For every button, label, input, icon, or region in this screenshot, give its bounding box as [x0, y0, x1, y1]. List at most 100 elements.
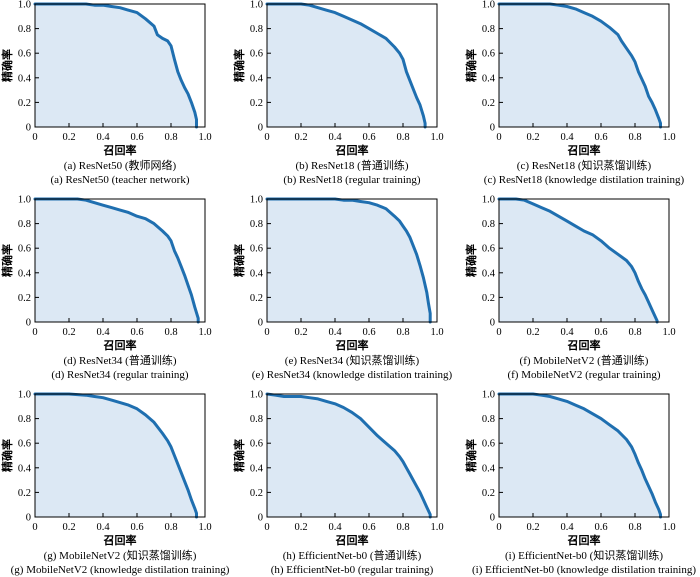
x-tick-label: 1.0 — [198, 132, 211, 143]
y-tick-label: 0 — [26, 318, 31, 329]
y-tick-label: 1.0 — [482, 0, 495, 11]
y-tick-label: 0 — [258, 513, 263, 524]
x-tick-label: 0.2 — [294, 132, 307, 143]
y-axis-label: 精确率 — [232, 49, 246, 82]
caption-english: (e) ResNet34 (knowledge distilation trai… — [252, 369, 453, 381]
caption-english: (g) MobileNetV2 (knowledge distilation t… — [11, 564, 230, 576]
x-axis-label: 召回率 — [336, 143, 369, 157]
y-tick-label: 0.4 — [482, 268, 496, 279]
y-tick-label: 0.4 — [250, 268, 264, 279]
y-tick-label: 0.8 — [250, 24, 263, 35]
subplot-d: 0 0.2 0.4 0.6 0.8 1.0 0 0.2 0.4 0.6 0.8 1.0 召回率 精确率 (d… — [0, 195, 212, 382]
y-tick-label: 0.8 — [250, 219, 263, 230]
y-tick-label: 1.0 — [18, 195, 31, 206]
x-tick-label: 0 — [32, 132, 37, 143]
caption-english: (d) ResNet34 (regular training) — [51, 369, 188, 381]
x-axis-label: 召回率 — [568, 143, 601, 157]
x-axis-label: 召回率 — [336, 338, 369, 352]
x-tick-label: 0.2 — [62, 327, 75, 338]
y-axis-label: 精确率 — [0, 439, 14, 472]
y-tick-label: 0.4 — [250, 73, 264, 84]
pr-area-fill — [499, 199, 658, 322]
x-tick-label: 0.6 — [594, 522, 607, 533]
x-tick-label: 1.0 — [430, 327, 443, 338]
y-axis-label: 精确率 — [464, 439, 478, 472]
y-tick-label: 0.8 — [482, 414, 495, 425]
y-tick-label: 0.6 — [250, 439, 263, 450]
plot-frame — [498, 3, 670, 128]
pr-area-fill — [267, 4, 426, 127]
subplot-e: 0 0.2 0.4 0.6 0.8 1.0 0 0.2 0.4 0.6 0.8 1.0 召回率 精确率 (e… — [232, 195, 453, 382]
pr-area-fill — [267, 199, 431, 322]
caption-chinese: (h) EfficientNet-b0 (普通训练) — [283, 548, 422, 562]
y-tick-label: 0.8 — [482, 219, 495, 230]
pr-curve-line — [265, 392, 432, 519]
pr-curve-line — [265, 2, 427, 129]
x-tick-label: 1.0 — [662, 132, 675, 143]
caption-chinese: (d) ResNet34 (普通训练) — [63, 353, 176, 367]
y-tick-label: 0.8 — [18, 24, 31, 35]
x-tick-label: 0.2 — [62, 132, 75, 143]
pr-area-fill — [499, 394, 661, 517]
x-tick-label: 0.4 — [328, 522, 342, 533]
x-tick-label: 0.4 — [328, 132, 342, 143]
y-tick-label: 0.2 — [18, 98, 31, 109]
y-tick-label: 0 — [490, 318, 495, 329]
x-tick-label: 0.8 — [628, 327, 641, 338]
y-tick-label: 0.6 — [18, 49, 31, 60]
y-tick-label: 1.0 — [482, 195, 495, 206]
x-tick-label: 0.2 — [62, 522, 75, 533]
y-tick-label: 0.4 — [18, 463, 32, 474]
x-tick-label: 1.0 — [662, 522, 675, 533]
x-tick-label: 1.0 — [430, 522, 443, 533]
subplot-a: 0 0.2 0.4 0.6 0.8 1.0 0 0.2 0.4 0.6 0.8 1.0 召回率 精确率 (a… — [0, 0, 212, 186]
y-tick-label: 0 — [26, 513, 31, 524]
subplot-h: 0 0.2 0.4 0.6 0.8 1.0 0 0.2 0.4 0.6 0.8 1.0 召回率 精确率 (h… — [232, 390, 444, 577]
pr-curve-line — [497, 2, 662, 129]
caption-chinese: (c) ResNet18 (知识蒸馏训练) — [517, 158, 652, 172]
plot-frame — [34, 393, 206, 518]
y-axis-label: 精确率 — [0, 49, 14, 82]
pr-curve-line — [497, 392, 662, 519]
caption-english: (h) EfficientNet-b0 (regular training) — [271, 564, 434, 576]
y-tick-label: 1.0 — [18, 390, 31, 401]
x-tick-label: 0.6 — [362, 327, 375, 338]
pr-area-fill — [35, 4, 197, 127]
y-tick-label: 0 — [490, 513, 495, 524]
y-tick-label: 0.4 — [250, 463, 264, 474]
y-tick-label: 0 — [258, 318, 263, 329]
y-tick-label: 0.6 — [482, 49, 495, 60]
y-tick-label: 0.4 — [482, 463, 496, 474]
x-tick-label: 0.4 — [96, 132, 110, 143]
x-tick-label: 0.8 — [164, 327, 177, 338]
y-tick-label: 0 — [490, 123, 495, 134]
caption-english: (f) MobileNetV2 (regular training) — [507, 369, 660, 381]
plot-frame — [34, 198, 206, 323]
y-tick-label: 1.0 — [250, 195, 263, 206]
x-tick-label: 1.0 — [662, 327, 675, 338]
x-axis-label: 召回率 — [568, 533, 601, 547]
pr-curve-line — [33, 392, 198, 519]
x-tick-label: 1.0 — [198, 522, 211, 533]
x-tick-label: 0.4 — [328, 327, 342, 338]
y-tick-label: 0.6 — [250, 244, 263, 255]
y-tick-label: 0.6 — [482, 244, 495, 255]
plot-frame — [266, 3, 438, 128]
y-tick-label: 0.2 — [18, 293, 31, 304]
y-axis-label: 精确率 — [464, 49, 478, 82]
y-axis-label: 精确率 — [464, 244, 478, 277]
x-tick-label: 0.4 — [96, 522, 110, 533]
x-tick-label: 1.0 — [430, 132, 443, 143]
y-tick-label: 0.6 — [482, 439, 495, 450]
y-tick-label: 0.6 — [250, 49, 263, 60]
x-tick-label: 0.8 — [396, 132, 409, 143]
x-tick-label: 1.0 — [198, 327, 211, 338]
x-tick-label: 0.4 — [560, 132, 574, 143]
x-tick-label: 0.2 — [294, 522, 307, 533]
caption-english: (a) ResNet50 (teacher network) — [51, 174, 190, 186]
y-tick-label: 0.6 — [18, 439, 31, 450]
plot-frame — [266, 393, 438, 518]
x-tick-label: 0 — [496, 132, 501, 143]
pr-area-fill — [267, 394, 431, 517]
y-tick-label: 0 — [26, 123, 31, 134]
